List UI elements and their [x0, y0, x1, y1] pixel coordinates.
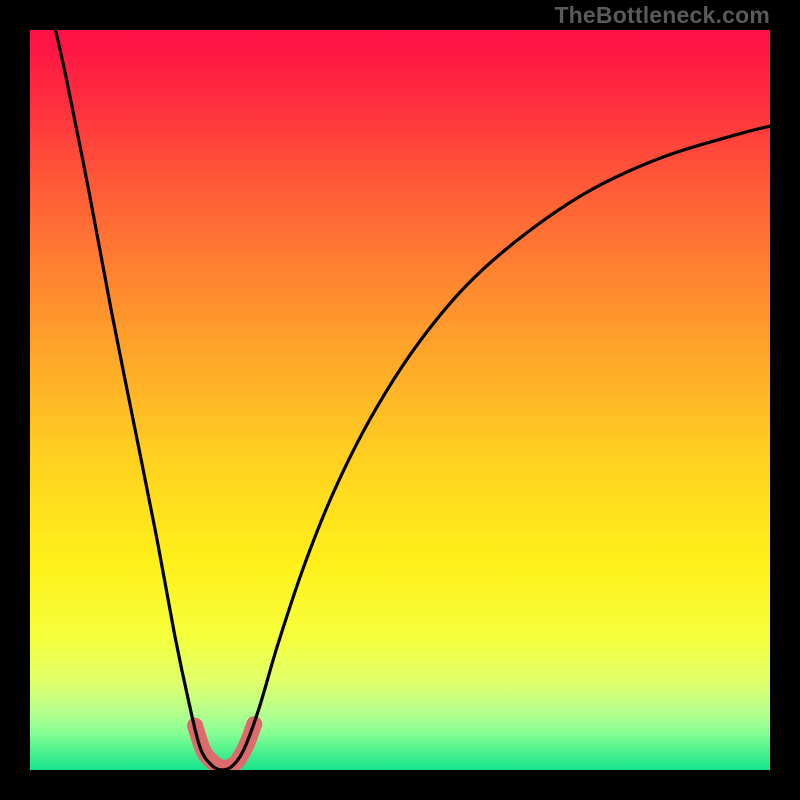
chart-frame: TheBottleneck.com: [0, 0, 800, 800]
bottleneck-curve-chart: [0, 0, 800, 800]
plot-background: [30, 30, 770, 770]
watermark-text: TheBottleneck.com: [554, 2, 770, 29]
